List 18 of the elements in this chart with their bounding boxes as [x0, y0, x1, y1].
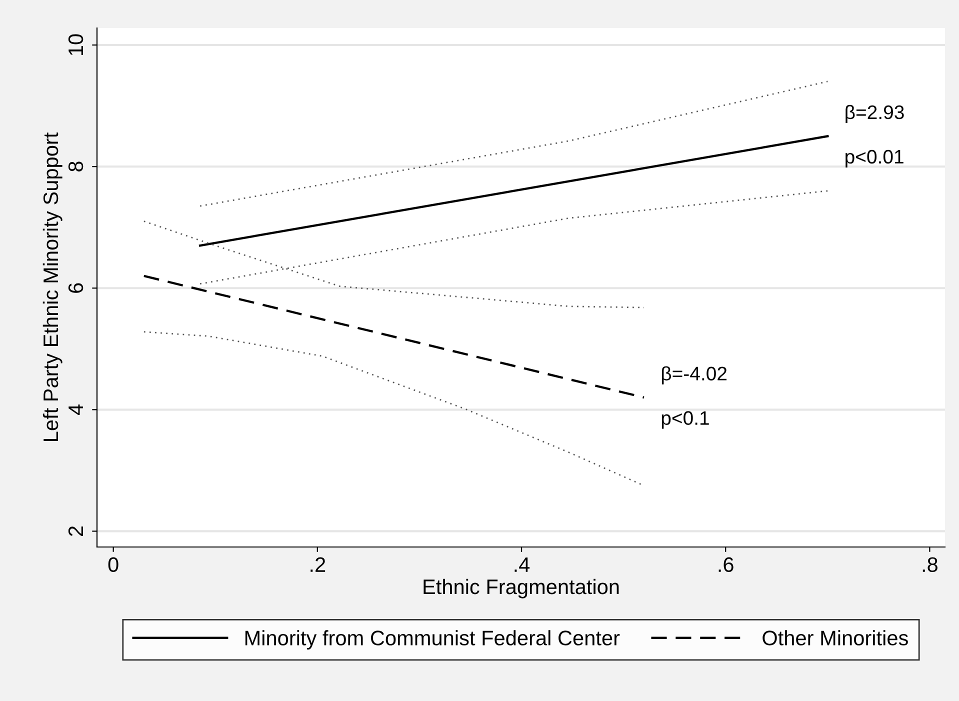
x-tick-label: .2 [310, 557, 326, 572]
x-tick-label: .8 [922, 557, 938, 572]
x-tick-label: 0 [108, 557, 118, 572]
legend-label: Other Minorities [762, 630, 908, 646]
y-tick-label: 2 [68, 526, 83, 536]
y-tick-label: 6 [68, 283, 84, 293]
annotation: β=-4.02 [662, 366, 727, 384]
x-tick-label: .6 [718, 557, 734, 572]
annotation: p<0.01 [846, 150, 904, 168]
annotation: β=2.93 [846, 104, 904, 124]
y-axis-title: Left Party Ethnic Minority Support [42, 132, 62, 441]
y-tick-label: 8 [68, 162, 84, 172]
x-tick-label: .4 [514, 557, 530, 572]
legend-label: Minority from Communist Federal Center [245, 630, 620, 650]
y-tick-label: 4 [68, 404, 83, 415]
annotation: p<0.1 [662, 411, 709, 429]
x-axis-title: Ethnic Fragmentation [424, 578, 619, 598]
y-tick-label: 10 [68, 34, 84, 56]
